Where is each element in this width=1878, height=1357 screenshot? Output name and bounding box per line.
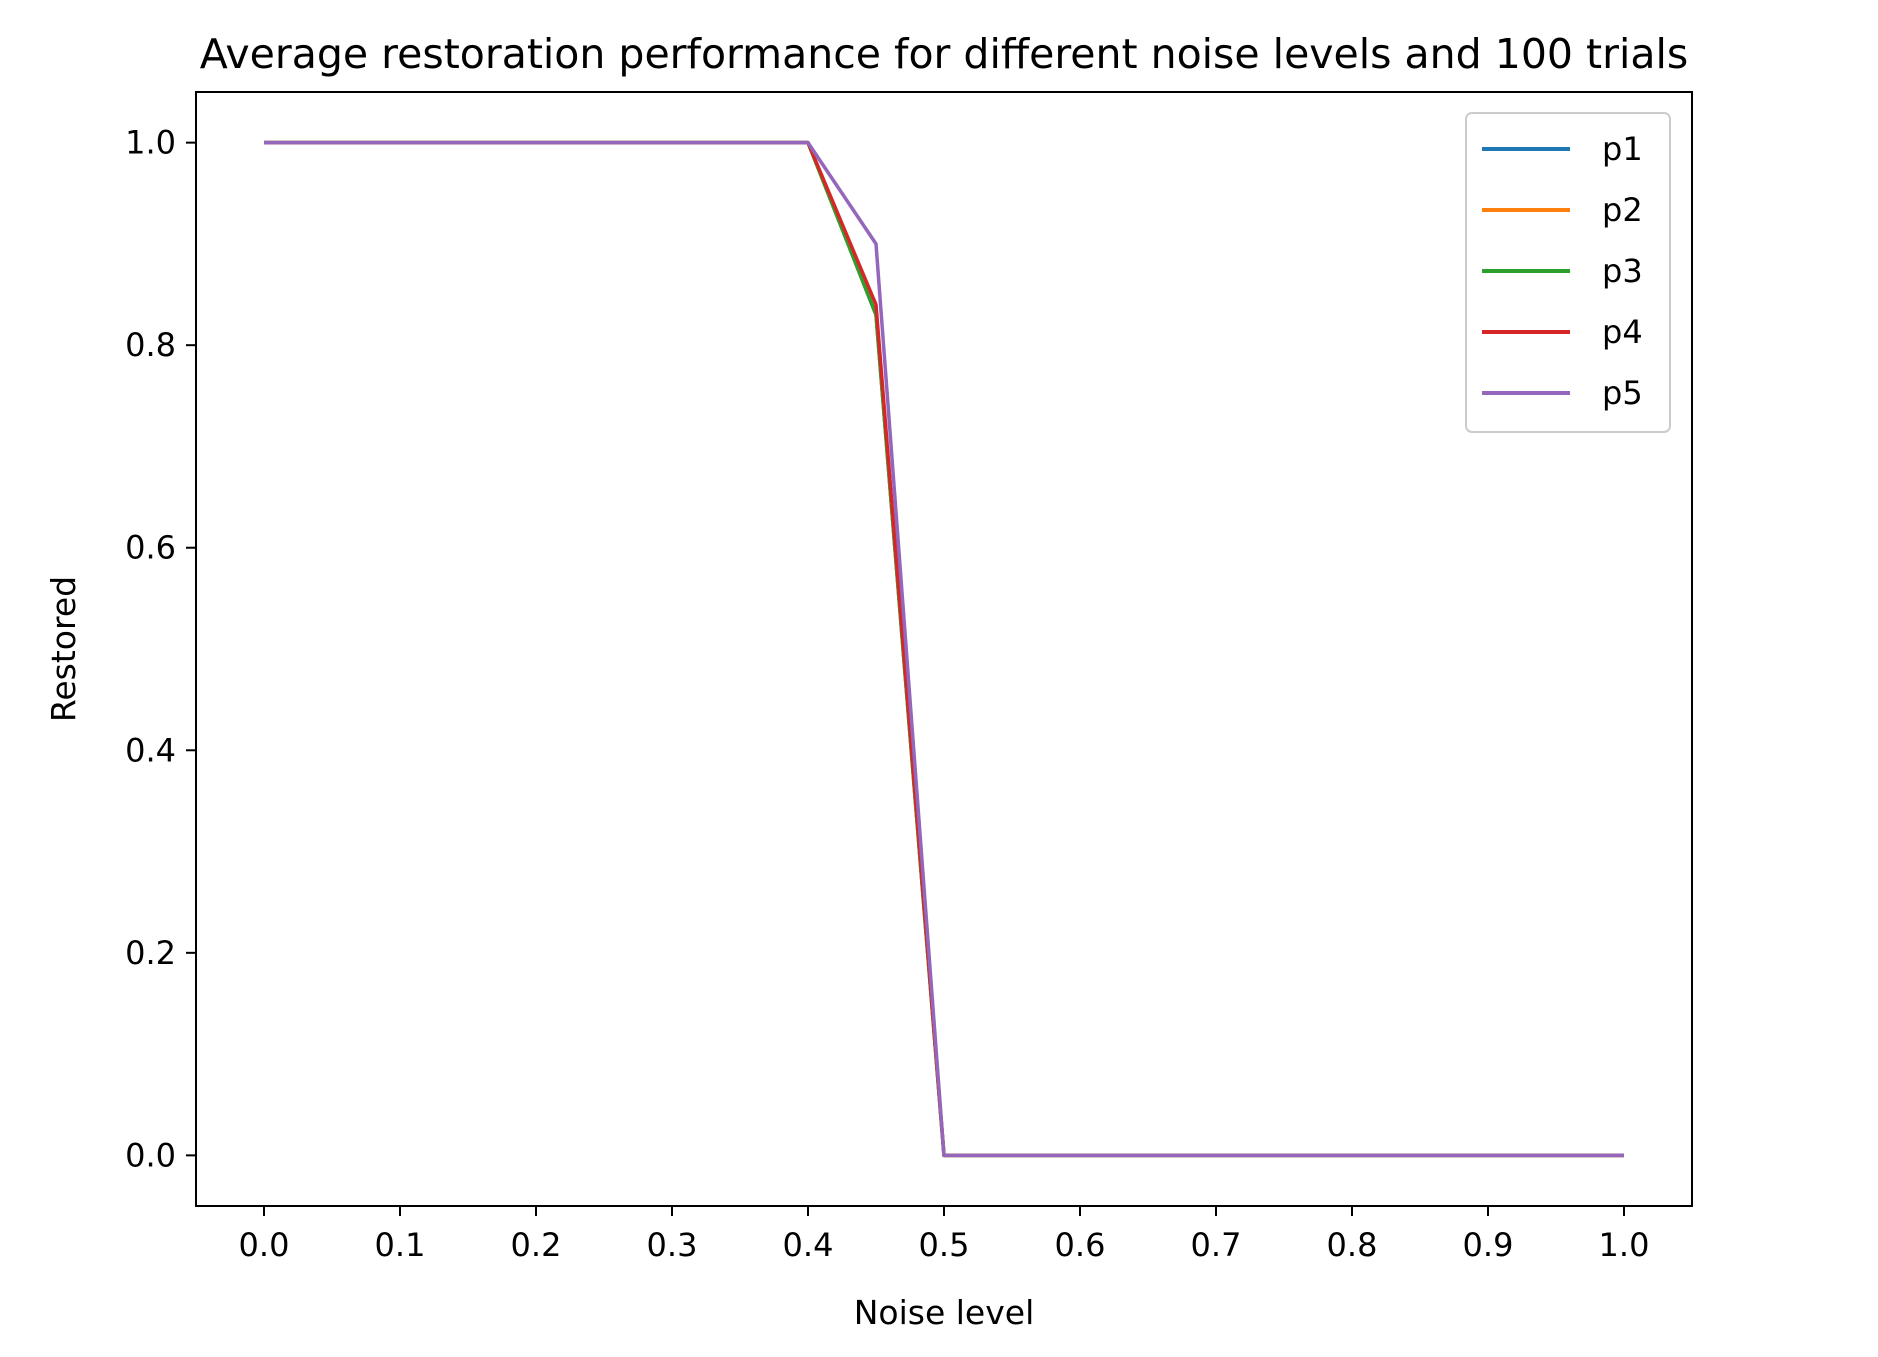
x-axis: 0.0 0.1 0.2 0.3 0.4 0.5 0.6 0.7 0.8 0.9 1.0 <box>239 1206 1650 1264</box>
y-tick-label: 0.4 <box>125 731 176 769</box>
legend-label-p1: p1 <box>1602 130 1643 168</box>
y-axis: 0.0 0.2 0.4 0.6 0.8 1.0 <box>125 124 196 1174</box>
legend-label-p3: p3 <box>1602 252 1643 290</box>
series-line-p5 <box>264 140 1624 1158</box>
x-tick-label: 0.9 <box>1463 1226 1514 1264</box>
legend-label-p2: p2 <box>1602 191 1643 229</box>
x-tick-label: 0.6 <box>1055 1226 1106 1264</box>
series-line-p3 <box>264 140 1624 1158</box>
y-tick-label: 0.6 <box>125 529 176 567</box>
y-tick-label: 0.0 <box>125 1136 176 1174</box>
y-axis-label: Restored <box>44 576 83 722</box>
x-tick-label: 0.4 <box>783 1226 834 1264</box>
x-axis-label: Noise level <box>854 1293 1035 1332</box>
chart-title: Average restoration performance for diff… <box>200 30 1688 78</box>
x-tick-label: 0.5 <box>919 1226 970 1264</box>
x-tick-label: 0.7 <box>1191 1226 1242 1264</box>
plot-area <box>264 140 1624 1158</box>
x-tick-label: 0.8 <box>1327 1226 1378 1264</box>
y-tick-label: 1.0 <box>125 124 176 162</box>
x-tick-label: 0.3 <box>647 1226 698 1264</box>
legend-label-p4: p4 <box>1602 313 1643 351</box>
y-tick-label: 0.2 <box>125 934 176 972</box>
series-line-p2 <box>264 140 1624 1158</box>
y-tick-label: 0.8 <box>125 326 176 364</box>
x-tick-label: 1.0 <box>1599 1226 1650 1264</box>
x-tick-label: 0.0 <box>239 1226 290 1264</box>
x-tick-label: 0.2 <box>511 1226 562 1264</box>
x-tick-label: 0.1 <box>375 1226 426 1264</box>
legend-label-p5: p5 <box>1602 374 1643 412</box>
series-line-p1 <box>264 140 1624 1158</box>
legend: p1 p2 p3 p4 p5 <box>1465 112 1671 433</box>
series-line-p4 <box>264 140 1624 1158</box>
